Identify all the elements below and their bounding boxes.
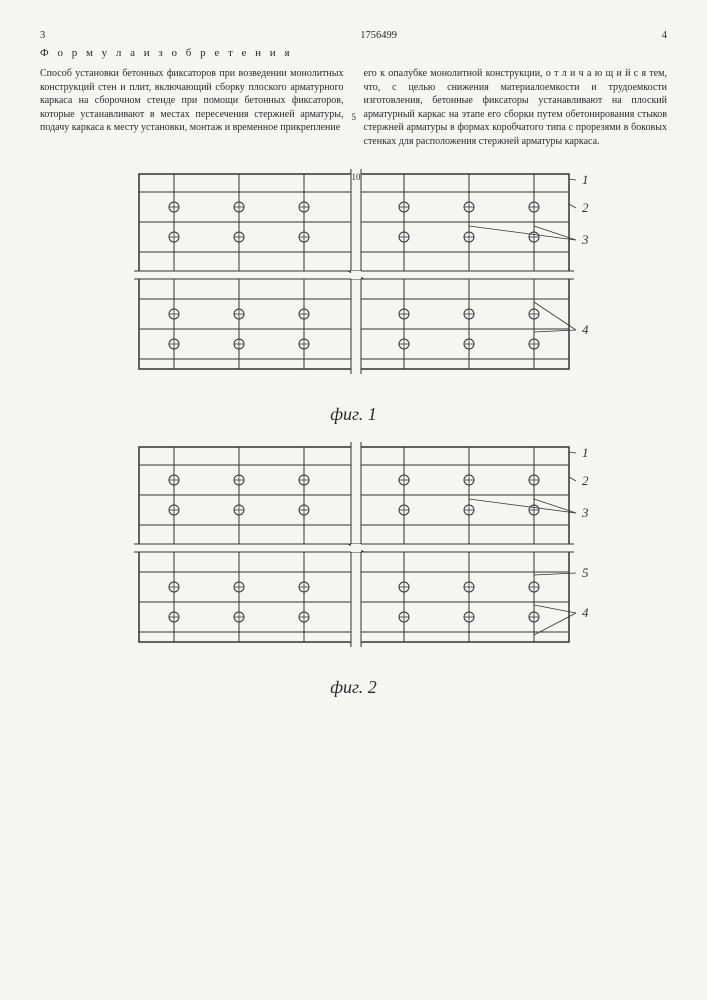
figure-2: 1 2 3 5 4 xyxy=(94,437,614,667)
formula-title: Ф о р м у л а и з о б р е т е н и я xyxy=(40,47,667,59)
svg-text:1: 1 xyxy=(582,445,589,460)
page-num-right: 4 xyxy=(416,30,667,41)
diagram-zone: 1 2 3 4 фиг. 1 1 2 3 5 4 фиг. 2 xyxy=(40,164,667,702)
svg-text:5: 5 xyxy=(582,565,589,580)
column-2: 5 10 его к опалубке монолитной конструкц… xyxy=(364,67,668,148)
doc-number: 1756499 xyxy=(341,30,416,41)
line-number-10: 10 xyxy=(352,171,361,183)
svg-text:3: 3 xyxy=(581,505,589,520)
column-1: Способ установки бетонных фиксаторов при… xyxy=(40,67,344,148)
header-row: 3 1756499 4 xyxy=(40,30,667,41)
claims-text: Способ установки бетонных фиксаторов при… xyxy=(40,67,667,148)
patent-page: 3 1756499 4 Ф о р м у л а и з о б р е т … xyxy=(0,0,707,722)
svg-text:2: 2 xyxy=(582,200,589,215)
page-num-left: 3 xyxy=(40,30,341,41)
claims-col1-text: Способ установки бетонных фиксаторов при… xyxy=(40,68,344,133)
svg-text:1: 1 xyxy=(582,172,589,187)
svg-text:4: 4 xyxy=(582,605,589,620)
svg-text:4: 4 xyxy=(582,322,589,337)
svg-text:3: 3 xyxy=(581,232,589,247)
claims-col2-text: его к опалубке монолитной конструкции, о… xyxy=(364,68,668,147)
svg-text:2: 2 xyxy=(582,473,589,488)
line-number-5: 5 xyxy=(352,111,357,123)
fig1-caption: фиг. 1 xyxy=(330,404,377,425)
figure-1: 1 2 3 4 xyxy=(94,164,614,394)
fig2-caption: фиг. 2 xyxy=(330,677,377,698)
